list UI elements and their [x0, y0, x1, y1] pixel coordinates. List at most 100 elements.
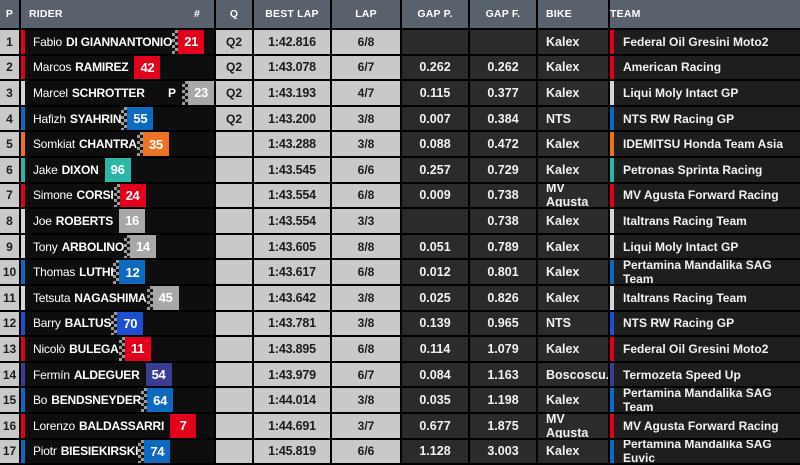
bike-value: Kalex — [546, 444, 580, 459]
lap-count-cell: 3/8 — [332, 132, 400, 156]
gap-previous-cell: 0.012 — [402, 260, 468, 284]
rider-first-name: Joe — [33, 213, 52, 228]
table-row[interactable]: 3 Marcel SCHROTTER P 23 Q2 1:43.193 4/7 … — [0, 81, 800, 105]
position-value: 5 — [6, 137, 13, 152]
table-row[interactable]: 11 Tetsuta NAGASHIMA 45 1:43.642 3/8 0.0… — [0, 285, 800, 310]
team-name: Pertamina Mandalika SAG Team — [623, 260, 772, 284]
table-row[interactable]: 8 Joe ROBERTS 16 1:43.554 3/3 0.738 Kale… — [0, 209, 800, 233]
table-row[interactable]: 15 Bo BENDSNEYDER 64 1:44.014 3/8 0.035 … — [0, 388, 800, 412]
header-rider-label: RIDER — [29, 8, 63, 20]
bike-cell: Kalex — [538, 30, 608, 54]
bike-value: Kalex — [546, 290, 580, 305]
gap-previous-cell — [402, 30, 468, 54]
gap-previous-value: 0.088 — [419, 137, 451, 152]
team-name: NTS RW Racing GP — [623, 111, 735, 126]
lap-count-cell: 3/8 — [332, 106, 400, 131]
gap-previous-value: 0.035 — [419, 393, 451, 408]
rider-number-plate: 70 — [117, 311, 144, 336]
gap-first-value: 0.729 — [487, 162, 519, 177]
team-accent-bar — [610, 132, 614, 156]
best-lap-value: 1:43.288 — [268, 137, 316, 152]
position-cell: 16 — [0, 413, 19, 438]
team-accent-bar — [610, 234, 614, 259]
rider-number-plate: 64 — [147, 388, 174, 412]
rider-last-name: ARBOLINO — [61, 239, 125, 254]
position-value: 4 — [6, 111, 13, 126]
table-row[interactable]: 14 Fermín ALDEGUER 54 1:43.979 6/7 0.084… — [0, 362, 800, 387]
rider-number-plate: 96 — [104, 157, 131, 182]
rider-cell: Nicolò BULEGA 11 — [21, 337, 214, 361]
best-lap-cell: 1:43.895 — [254, 337, 330, 361]
table-row[interactable]: 2 Marcos RAMIREZ 42 Q2 1:43.078 6/7 0.26… — [0, 55, 800, 80]
team-accent-bar — [610, 362, 614, 387]
rider-first-name: Thomas — [33, 265, 76, 280]
lap-count-value: 6/8 — [357, 265, 375, 280]
lap-count-value: 6/7 — [357, 60, 375, 75]
table-row[interactable]: 5 Somkiat CHANTRA 35 1:43.288 3/8 0.088 … — [0, 132, 800, 156]
position-value: 15 — [2, 393, 17, 408]
table-row[interactable]: 12 Barry BALTUS 70 1:43.781 3/8 0.139 0.… — [0, 311, 800, 336]
lap-count-value: 3/8 — [357, 111, 375, 126]
position-cell: 1 — [0, 30, 19, 54]
q-session-value: Q2 — [225, 85, 242, 100]
bike-cell: Kalex — [538, 285, 608, 310]
q-session-cell — [216, 285, 252, 310]
header-q: Q — [216, 0, 252, 28]
table-row[interactable]: 17 Piotr BIESIEKIRSKI 74 1:45.819 6/6 1.… — [0, 439, 800, 464]
table-row[interactable]: 16 Lorenzo BALDASSARRI 7 1:44.691 3/7 0.… — [0, 413, 800, 438]
team-accent-bar — [610, 337, 614, 361]
bike-cell: Kalex — [538, 157, 608, 182]
team-accent-bar — [610, 30, 614, 54]
lap-count-value: 3/8 — [357, 316, 375, 331]
q-session-cell — [216, 337, 252, 361]
rider-cell: Tetsuta NAGASHIMA 45 — [21, 285, 214, 310]
best-lap-value: 1:43.545 — [268, 162, 316, 177]
position-cell: 8 — [0, 209, 19, 233]
lap-count-value: 6/6 — [357, 444, 375, 459]
plate-dots-decoration — [172, 30, 179, 54]
team-name: IDEMITSU Honda Team Asia — [623, 137, 784, 152]
table-row[interactable]: 7 Simone CORSI 24 1:43.554 6/8 0.009 0.7… — [0, 183, 800, 208]
table-row[interactable]: 1 Fabio DI GIANNANTONIO 21 Q2 1:42.816 6… — [0, 30, 800, 54]
plate-dots-decoration — [123, 234, 130, 259]
team-name: MV Agusta Forward Racing — [623, 418, 779, 433]
table-row[interactable]: 4 Hafizh SYAHRIN 55 Q2 1:43.200 3/8 0.00… — [0, 106, 800, 131]
table-row[interactable]: 6 Jake DIXON 96 1:43.545 6/6 0.257 0.729… — [0, 157, 800, 182]
table-row[interactable]: 9 Tony ARBOLINO 14 1:43.605 8/8 0.051 0.… — [0, 234, 800, 259]
team-cell: American Racing — [610, 55, 800, 80]
rider-number-plate: 45 — [152, 285, 179, 310]
gap-first-value: 0.801 — [487, 265, 519, 280]
rider-accent-bar — [21, 285, 25, 310]
rider-accent-bar — [21, 106, 25, 131]
bike-value: NTS — [546, 111, 571, 126]
lap-count-value: 3/8 — [357, 290, 375, 305]
plate-dots-decoration — [113, 183, 120, 208]
best-lap-value: 1:44.691 — [268, 418, 316, 433]
bike-value: Kalex — [546, 213, 580, 228]
gap-first-cell: 0.472 — [470, 132, 536, 156]
gap-previous-value: 0.025 — [419, 290, 451, 305]
plate-dots-decoration — [118, 337, 125, 361]
position-cell: 11 — [0, 285, 19, 310]
gap-previous-cell: 0.025 — [402, 285, 468, 310]
gap-previous-cell: 0.115 — [402, 81, 468, 105]
rider-last-name: CHANTRA — [78, 137, 137, 152]
bike-cell: NTS — [538, 311, 608, 336]
lap-count-cell: 6/7 — [332, 362, 400, 387]
gap-first-value: 0.826 — [487, 290, 519, 305]
best-lap-value: 1:43.642 — [268, 290, 316, 305]
team-accent-bar — [610, 388, 614, 412]
lap-count-cell: 6/8 — [332, 260, 400, 284]
best-lap-cell: 1:43.193 — [254, 81, 330, 105]
best-lap-value: 1:43.979 — [268, 367, 316, 382]
position-value: 10 — [2, 265, 17, 280]
rider-last-name: BULEGA — [69, 341, 119, 356]
gap-first-value: 0.377 — [487, 85, 519, 100]
rider-cell: Marcel SCHROTTER P 23 — [21, 81, 214, 105]
bike-value: Boscoscu... — [546, 367, 608, 382]
team-name: NTS RW Racing GP — [623, 316, 735, 331]
team-accent-bar — [610, 209, 614, 233]
position-value: 11 — [3, 290, 16, 305]
table-row[interactable]: 10 Thomas LUTHI 12 1:43.617 6/8 0.012 0.… — [0, 260, 800, 284]
table-row[interactable]: 13 Nicolò BULEGA 11 1:43.895 6/8 0.114 1… — [0, 337, 800, 361]
